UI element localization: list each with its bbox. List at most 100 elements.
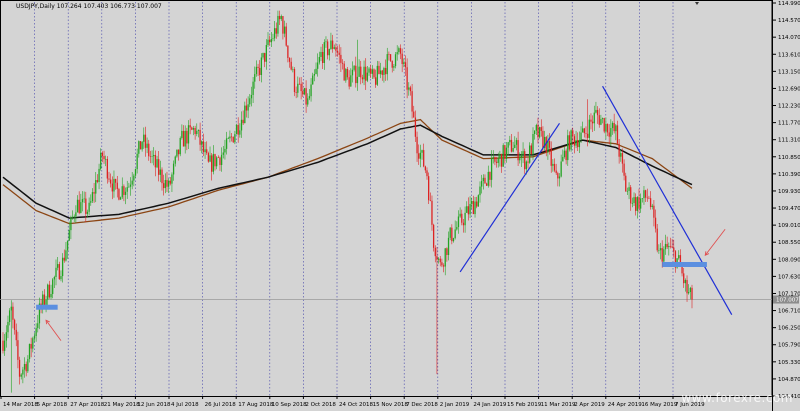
candle-body [277, 15, 279, 34]
candle-body [20, 374, 22, 377]
candle-body [356, 76, 359, 84]
candle-body [331, 40, 334, 49]
candle-body [379, 70, 382, 75]
candle-body [485, 183, 488, 186]
price-tick-label: 112.690 [778, 86, 800, 92]
candle-body [636, 197, 638, 211]
candle-body [184, 130, 186, 147]
candle-body [197, 129, 200, 131]
candle-body [196, 130, 198, 135]
candle-body [146, 143, 148, 148]
price-tick-label: 105.330 [778, 360, 800, 366]
candle-body [500, 154, 503, 167]
candle-body [103, 156, 105, 160]
candle-body [620, 153, 622, 157]
candle-body [48, 284, 51, 298]
candle-body [111, 183, 113, 192]
candle-body [136, 153, 138, 170]
candle-body [255, 66, 258, 75]
candle-body [227, 138, 229, 139]
candle-body [167, 180, 170, 187]
candle-body [171, 174, 173, 184]
price-tick-label: 114.990 [778, 1, 800, 7]
candle-body [212, 154, 214, 172]
candle-body [423, 150, 425, 167]
plot-frame [0, 0, 773, 397]
candle-body [472, 200, 475, 215]
candle-body [538, 127, 541, 138]
time-tick-label: 16 May 2019 [641, 402, 677, 408]
candle-body [431, 200, 433, 225]
candle-body [360, 66, 362, 78]
price-tick-label: 110.390 [778, 172, 800, 178]
candle-body [507, 142, 509, 148]
candle-body [474, 201, 476, 215]
candle-body [557, 173, 559, 179]
candle-body [457, 216, 460, 228]
candle-body [517, 140, 519, 161]
candle-body [573, 136, 576, 146]
candle-body [471, 200, 473, 204]
candle-body [172, 163, 175, 175]
candle-body [651, 205, 653, 208]
candle-body [35, 328, 37, 337]
candle-body [361, 77, 364, 80]
candle-body [673, 247, 675, 252]
candle-body [459, 213, 461, 217]
candle-body [398, 48, 400, 53]
candle-body [244, 105, 246, 124]
candle-body [78, 199, 80, 214]
candle-body [487, 171, 489, 186]
candle-body [403, 62, 405, 64]
candle-body [45, 299, 47, 305]
candle-body [169, 180, 171, 184]
candle-body [348, 77, 350, 87]
candle-body [153, 154, 155, 157]
candle-body [235, 124, 238, 135]
candle-body [583, 128, 585, 134]
candle-body [121, 186, 123, 198]
candle-body [563, 150, 566, 157]
time-tick-label: 5 Apr 2018 [37, 402, 68, 408]
candle-body [535, 124, 537, 131]
candle-body [527, 161, 529, 163]
candle-body [615, 125, 617, 132]
candle-body [621, 153, 624, 164]
candle-body [383, 68, 385, 75]
candle-body [494, 156, 496, 162]
candle-body [529, 145, 531, 163]
candle-body [534, 130, 536, 135]
candle-body [605, 123, 607, 132]
arrow-shaft [45, 319, 62, 341]
candle-body [116, 182, 118, 190]
candle-body [524, 151, 526, 170]
candle-body [691, 287, 693, 300]
candle-body [25, 363, 27, 372]
candle-body [23, 363, 26, 370]
candle-body [613, 122, 615, 132]
candle-body [601, 118, 604, 120]
arrow-right [704, 228, 726, 256]
candle-body [469, 203, 471, 215]
candle-body [119, 197, 122, 200]
candle-body [442, 265, 445, 267]
candle-body [562, 156, 564, 162]
candle-body [113, 178, 115, 192]
candle-body [76, 199, 79, 213]
candle-body [191, 127, 193, 130]
time-tick-label: 11 Mar 2019 [541, 402, 576, 408]
candle-body [373, 69, 375, 78]
candle-body [666, 243, 668, 248]
candle-body [502, 145, 504, 167]
candle-body [520, 155, 523, 159]
candle-body [7, 321, 9, 333]
candle-body [656, 228, 658, 251]
candle-body [421, 150, 423, 153]
candle-body [71, 216, 74, 218]
candle-body [220, 154, 223, 165]
candle-body [42, 294, 44, 307]
candle-body [661, 248, 663, 262]
time-tick-label: 24 Oct 2018 [339, 402, 374, 408]
candle-body [134, 169, 137, 176]
